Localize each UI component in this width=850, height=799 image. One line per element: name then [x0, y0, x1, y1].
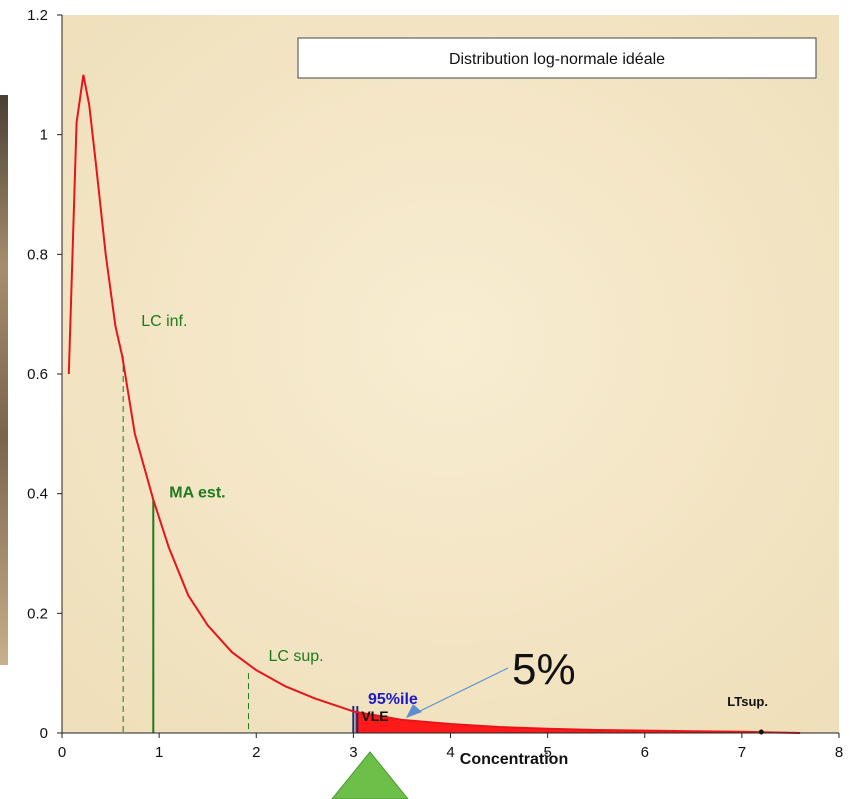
x-tick-label: 0 [58, 744, 66, 761]
x-tick-label: 8 [835, 744, 843, 761]
x-tick-label: 4 [446, 744, 454, 761]
x-tick-label: 2 [252, 744, 260, 761]
plot-area [62, 15, 839, 733]
y-tick-label: 0.2 [27, 605, 48, 622]
annotation-label: 95%ile [368, 691, 418, 708]
x-axis-ticks: 0 1 2 3 4 5 6 7 8 [58, 733, 843, 761]
up-triangle-icon [331, 751, 409, 799]
x-axis-label: Concentration [460, 751, 568, 768]
x-tick-label: 6 [641, 744, 649, 761]
marker-label: LC sup. [268, 648, 323, 665]
y-tick-label: 0.4 [27, 486, 48, 503]
x-tick-label: 5 [543, 744, 551, 761]
y-tick-label: 0.6 [27, 366, 48, 383]
x-tick-label: 1 [155, 744, 163, 761]
x-tick-label: 7 [738, 744, 746, 761]
x-tick-label: 3 [349, 744, 357, 761]
title-box: Distribution log-normale idéale [297, 37, 817, 79]
marker-label: VLE [361, 708, 388, 724]
y-tick-label: 0.8 [27, 246, 48, 263]
marker-label: MA est. [169, 485, 225, 502]
annotation-label: 5% [512, 645, 576, 694]
upper-tail-point [758, 729, 764, 735]
y-tick-label: 1.2 [27, 7, 48, 24]
y-tick-label: 0 [40, 725, 48, 742]
y-axis-ticks: 0 0.2 0.4 0.6 0.8 1 1.2 [27, 7, 62, 742]
callout-arrow-icon [406, 704, 422, 718]
callout-arrow-line [415, 667, 509, 714]
shaded-tail-layer [355, 711, 801, 733]
curve-line [67, 74, 801, 734]
annotation-label: LTsup. [727, 694, 768, 709]
y-tick-label: 1 [40, 127, 48, 144]
chart-title: Distribution log-normale idéale [449, 51, 665, 68]
background-photo-strip [0, 95, 8, 665]
shaded-tail-area [355, 711, 801, 733]
marker-label: LC inf. [141, 313, 187, 330]
